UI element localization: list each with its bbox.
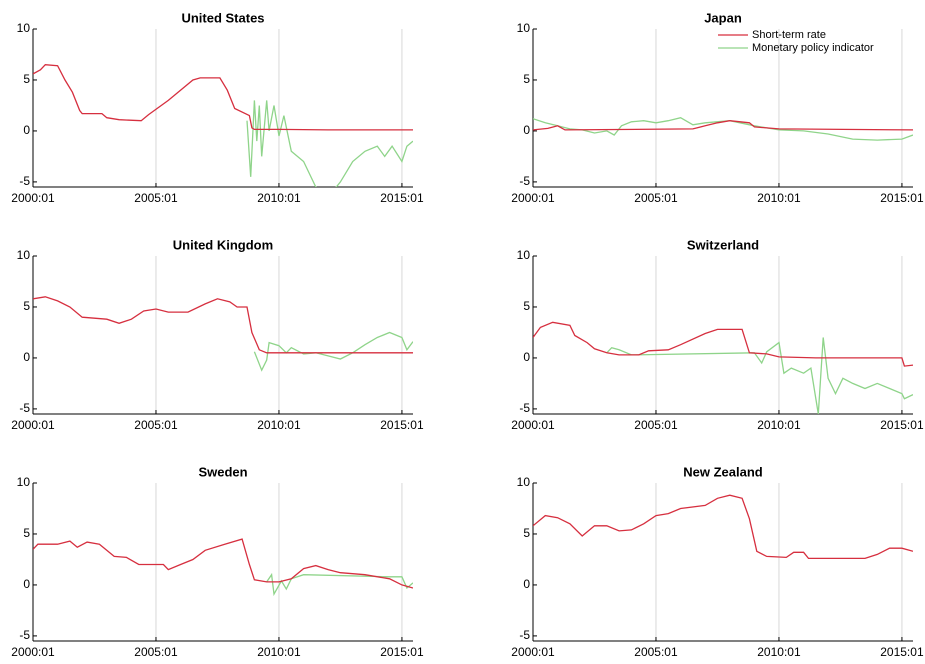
y-tick-label: 5 bbox=[23, 526, 30, 540]
panel-title: Japan bbox=[704, 10, 742, 25]
series-line bbox=[266, 572, 413, 597]
x-tick-label: 2015:01 bbox=[880, 645, 924, 659]
x-tick-label: 2000:01 bbox=[511, 645, 555, 659]
y-tick-label: 0 bbox=[523, 577, 530, 591]
y-tick-label: -5 bbox=[519, 628, 530, 642]
panel-title: New Zealand bbox=[683, 464, 763, 479]
x-tick-label: 2005:01 bbox=[634, 418, 678, 432]
x-tick-label: 2015:01 bbox=[380, 645, 424, 659]
y-tick-label: 0 bbox=[23, 577, 30, 591]
series-line bbox=[246, 100, 413, 187]
y-tick-label: 5 bbox=[523, 526, 530, 540]
x-tick-label: 2005:01 bbox=[134, 191, 178, 205]
x-tick-label: 2000:01 bbox=[11, 645, 55, 659]
y-tick-label: 5 bbox=[523, 72, 530, 86]
series-line bbox=[253, 331, 413, 372]
y-tick-label: 0 bbox=[523, 123, 530, 137]
x-tick-label: 2010:01 bbox=[257, 418, 301, 432]
x-tick-label: 2010:01 bbox=[257, 645, 301, 659]
series-line bbox=[606, 337, 913, 414]
y-tick-label: 0 bbox=[523, 350, 530, 364]
legend-label: Short-term rate bbox=[752, 29, 826, 41]
panel-title: Switzerland bbox=[687, 237, 759, 252]
y-tick-label: 10 bbox=[517, 248, 531, 262]
x-tick-label: 2000:01 bbox=[11, 191, 55, 205]
y-tick-label: 0 bbox=[23, 123, 30, 137]
series-line bbox=[33, 296, 413, 354]
y-tick-label: 10 bbox=[517, 21, 531, 35]
series-line bbox=[533, 494, 913, 560]
x-tick-label: 2010:01 bbox=[757, 645, 801, 659]
y-tick-label: -5 bbox=[19, 174, 30, 188]
x-tick-label: 2005:01 bbox=[134, 645, 178, 659]
x-tick-label: 2015:01 bbox=[380, 418, 424, 432]
panel-title: United Kingdom bbox=[173, 237, 273, 252]
y-tick-label: 10 bbox=[17, 475, 31, 489]
y-tick-label: 0 bbox=[23, 350, 30, 364]
x-tick-label: 2005:01 bbox=[134, 418, 178, 432]
y-tick-label: 10 bbox=[17, 21, 31, 35]
y-tick-label: -5 bbox=[519, 401, 530, 415]
legend-label: Monetary policy indicator bbox=[752, 42, 874, 54]
x-tick-label: 2010:01 bbox=[757, 191, 801, 205]
panel: Switzerland 2000:01 2005:01 2010:01 2015:01 -… bbox=[511, 237, 924, 432]
x-tick-label: 2000:01 bbox=[11, 418, 55, 432]
x-tick-label: 2000:01 bbox=[511, 418, 555, 432]
y-tick-label: 5 bbox=[23, 299, 30, 313]
series-line bbox=[533, 120, 913, 131]
y-tick-label: -5 bbox=[19, 401, 30, 415]
x-tick-label: 2010:01 bbox=[257, 191, 301, 205]
panel: Sweden 2000:01 2005:01 2010:01 2015:01 -5 0 5 10 bbox=[11, 464, 424, 659]
y-tick-label: -5 bbox=[519, 174, 530, 188]
x-tick-label: 2015:01 bbox=[380, 191, 424, 205]
y-tick-label: -5 bbox=[19, 628, 30, 642]
x-tick-label: 2000:01 bbox=[511, 191, 555, 205]
series-line bbox=[33, 64, 413, 131]
panel-title: Sweden bbox=[198, 464, 247, 479]
y-tick-label: 5 bbox=[23, 72, 30, 86]
panel: United Kingdom 2000:01 2005:01 2010:01 2015:… bbox=[11, 237, 424, 432]
x-tick-label: 2015:01 bbox=[880, 191, 924, 205]
y-tick-label: 5 bbox=[523, 299, 530, 313]
y-tick-label: 10 bbox=[17, 248, 31, 262]
panel: United States 2000:01 2005:01 2010:01 2015:0… bbox=[11, 10, 424, 205]
y-tick-label: 10 bbox=[517, 475, 531, 489]
series-line bbox=[33, 538, 413, 589]
panel: Japan 2000:01 2005:01 2010:01 2015:01 -5 0 5 10 S… bbox=[511, 10, 924, 205]
panel-title: United States bbox=[181, 10, 264, 25]
x-tick-label: 2005:01 bbox=[634, 191, 678, 205]
x-tick-label: 2005:01 bbox=[634, 645, 678, 659]
x-tick-label: 2010:01 bbox=[757, 418, 801, 432]
series-line bbox=[533, 321, 913, 367]
x-tick-label: 2015:01 bbox=[880, 418, 924, 432]
panel: New Zealand 2000:01 2005:01 2010:01 2015:01 -… bbox=[511, 464, 924, 659]
